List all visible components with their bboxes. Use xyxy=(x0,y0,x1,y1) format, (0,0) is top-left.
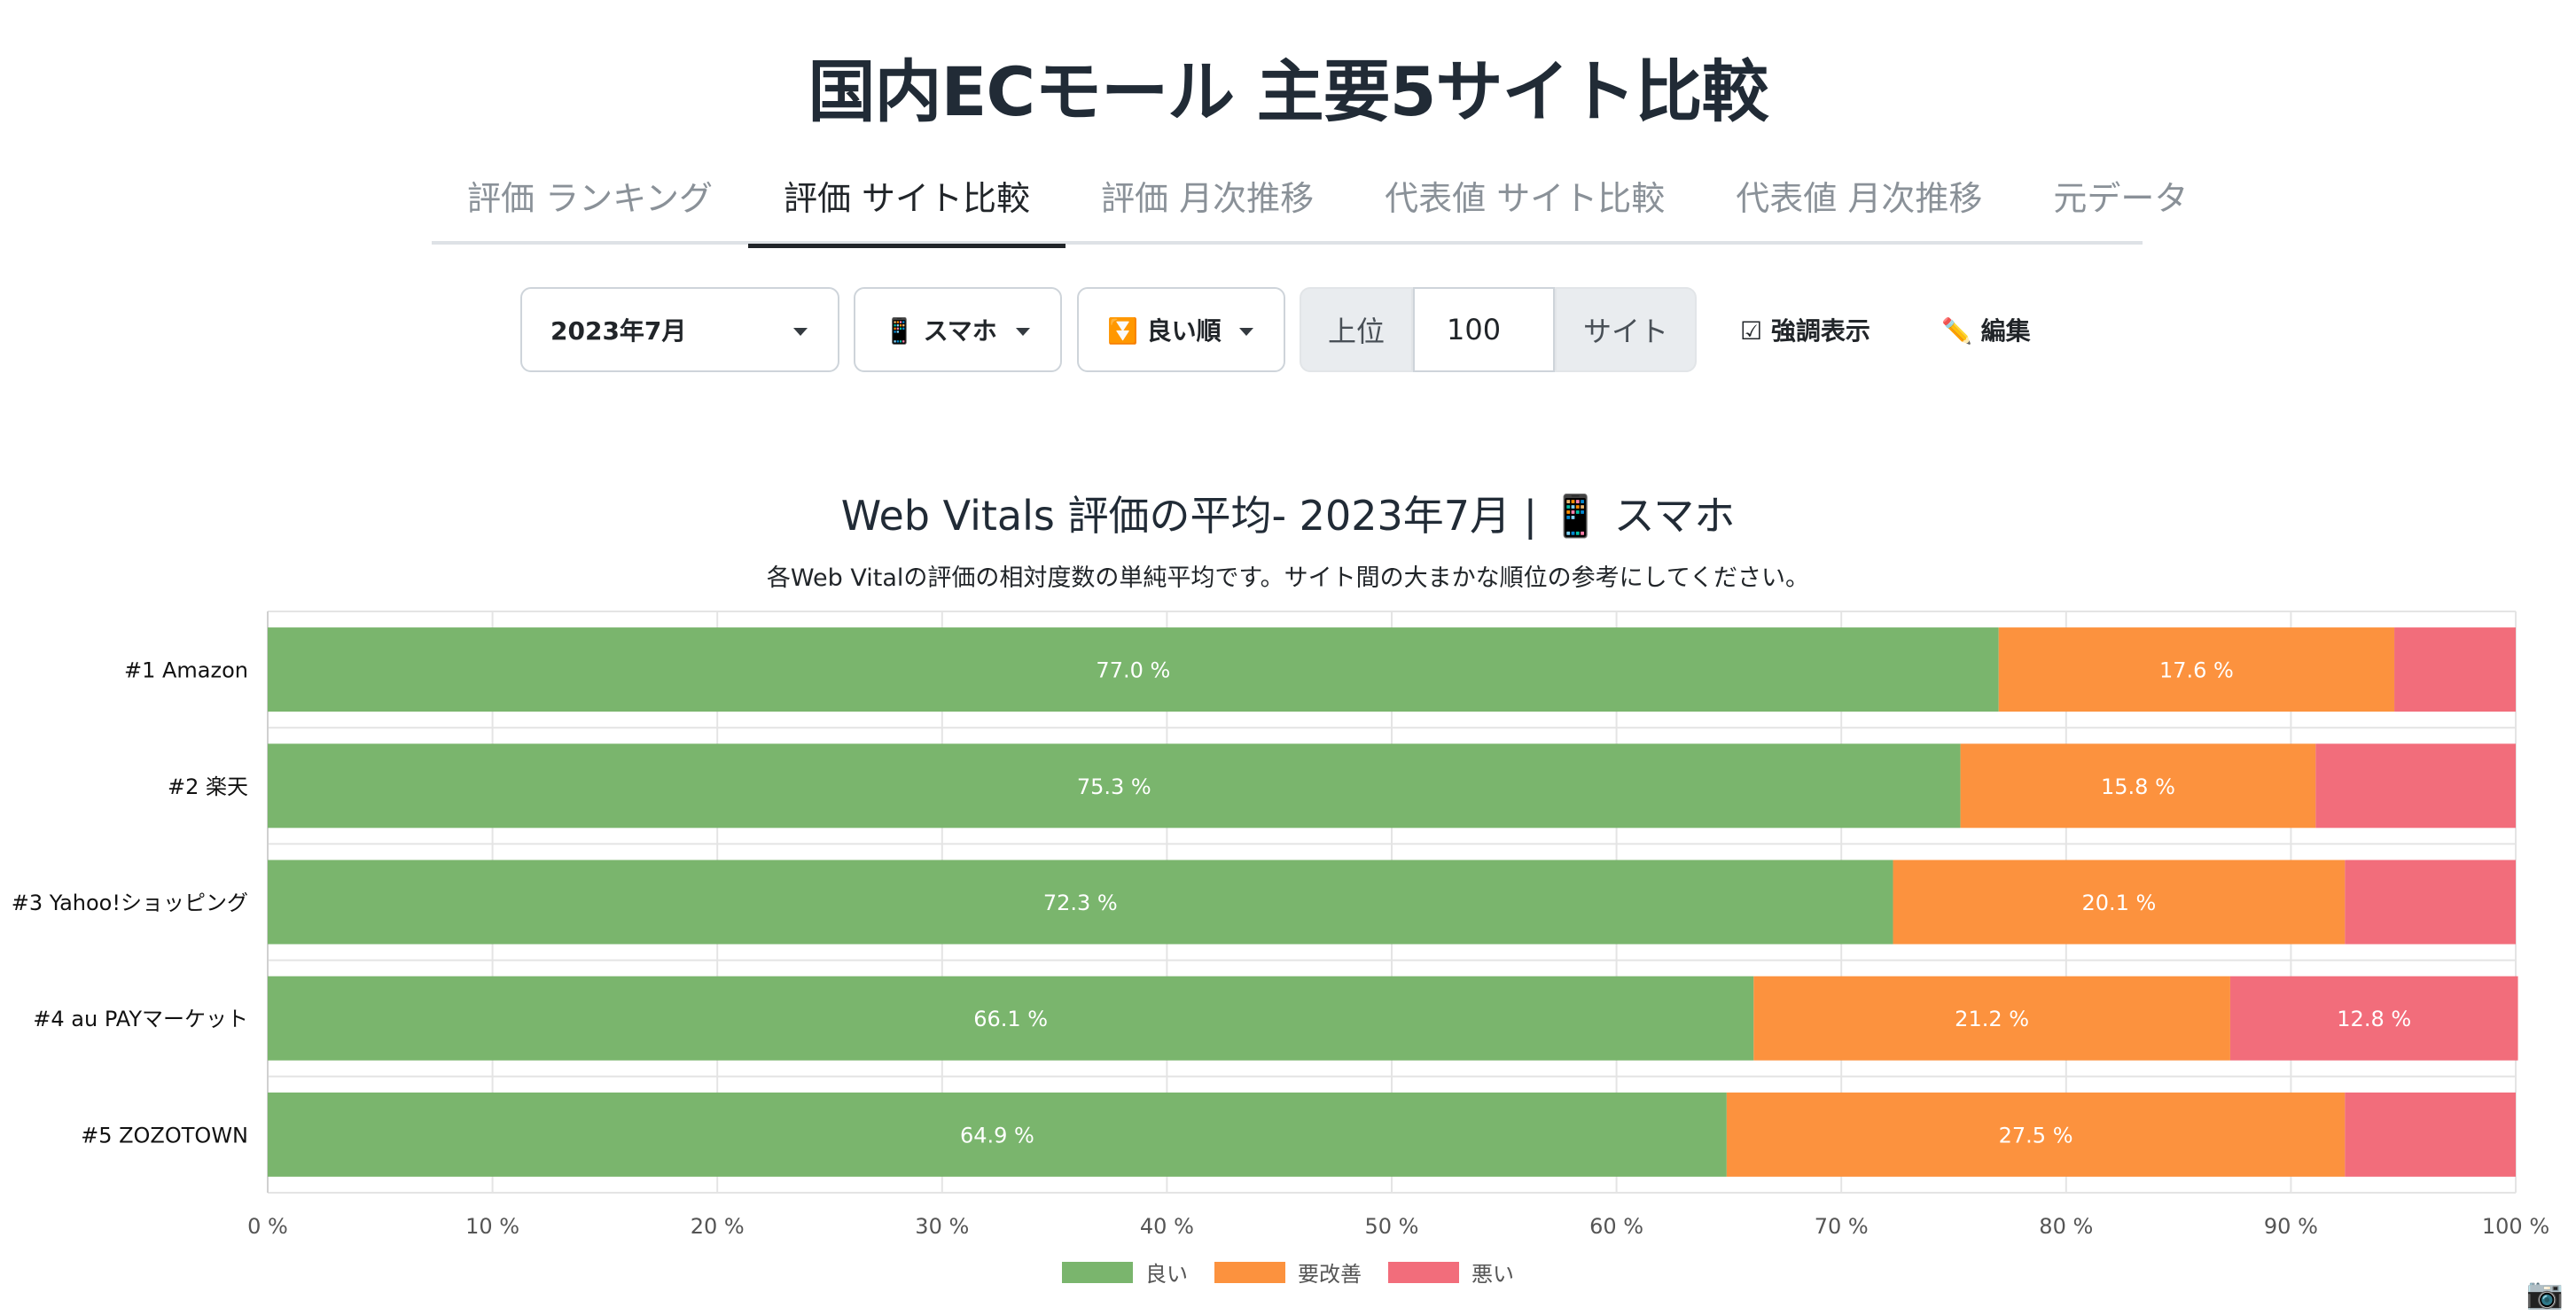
category-label: #4 au PAYマーケット xyxy=(33,1007,248,1031)
category-label: #1 Amazon xyxy=(124,658,248,683)
bar-segment xyxy=(2394,627,2516,712)
bar-data-label: 15.8 % xyxy=(2101,774,2175,799)
category-label: #2 楽天 xyxy=(168,774,248,799)
tab-representative-site-comparison[interactable]: 代表値 サイト比較 xyxy=(1385,179,1666,218)
camera-icon[interactable]: 📷 xyxy=(2525,1276,2564,1311)
bar-segment xyxy=(2345,1092,2516,1177)
legend-label: 悪い xyxy=(1471,1262,1514,1287)
bar-data-label: 12.8 % xyxy=(2337,1007,2411,1031)
sort-select-value: ⏬ 良い順 xyxy=(1107,316,1222,346)
chevron-down-icon xyxy=(793,328,808,336)
bar-segment xyxy=(268,1092,1727,1177)
bar-data-label: 66.1 % xyxy=(973,1007,1048,1031)
bar-segment xyxy=(2229,976,2518,1061)
x-tick-label: 80 % xyxy=(2039,1214,2093,1239)
x-tick-label: 100 % xyxy=(2482,1214,2549,1239)
bar-data-label: 75.3 % xyxy=(1077,774,1151,799)
edit-button[interactable]: ✏️ 編集 xyxy=(1941,316,2031,346)
bar-segment xyxy=(268,743,1961,829)
tab-source-data[interactable]: 元データ xyxy=(2053,179,2189,218)
x-tick-label: 50 % xyxy=(1365,1214,1419,1239)
legend-label: 良い xyxy=(1145,1262,1188,1287)
tab-rating-ranking[interactable]: 評価 ランキング xyxy=(467,179,713,218)
x-tick-label: 0 % xyxy=(247,1214,288,1239)
highlight-toggle[interactable]: ☑ 強調表示 xyxy=(1740,316,1870,346)
x-tick-label: 10 % xyxy=(465,1214,519,1239)
page-title: 国内ECモール 主要5サイト比較 xyxy=(808,52,1768,131)
bar-segment xyxy=(2315,743,2516,829)
x-tick-label: 40 % xyxy=(1140,1214,1194,1239)
bar-data-label: 64.9 % xyxy=(960,1123,1034,1148)
sort-select[interactable]: ⏬ 良い順 xyxy=(1077,287,1285,372)
legend-item[interactable]: 要改善 xyxy=(1214,1257,1362,1288)
category-label: #3 Yahoo!ショッピング xyxy=(12,891,248,915)
legend-item[interactable]: 悪い xyxy=(1388,1257,1514,1288)
tab-representative-monthly-trend[interactable]: 代表値 月次推移 xyxy=(1736,179,1983,218)
bar-data-label: 27.5 % xyxy=(1999,1123,2073,1148)
bar-segment xyxy=(1753,976,2230,1061)
tab-rating-site-comparison[interactable]: 評価 サイト比較 xyxy=(747,165,1066,248)
bar-segment xyxy=(1960,743,2316,829)
chart-subtitle: 各Web Vitalの評価の相対度数の単純平均です。サイト間の大まかな順位の参考… xyxy=(766,564,1810,592)
x-tick-label: 30 % xyxy=(915,1214,969,1239)
chevron-down-icon xyxy=(1016,328,1030,336)
bar-segment xyxy=(268,627,1999,712)
legend-swatch xyxy=(1388,1261,1459,1283)
tab-bar: 評価 ランキング 評価 サイト比較 評価 月次推移 代表値 サイト比較 代表値 … xyxy=(432,165,2188,248)
chart-legend: 良い 要改善 悪い xyxy=(0,1257,2576,1288)
x-tick-label: 20 % xyxy=(691,1214,745,1239)
legend-label: 要改善 xyxy=(1298,1262,1362,1287)
bar-data-label: 72.3 % xyxy=(1043,891,1118,915)
x-tick-label: 90 % xyxy=(2264,1214,2318,1239)
x-tick-label: 60 % xyxy=(1589,1214,1643,1239)
chart-title: Web Vitals 評価の平均- 2023年7月 | 📱 スマホ xyxy=(840,492,1736,540)
device-select-value: 📱 スマホ xyxy=(884,316,997,346)
top-n-prefix: 上位 xyxy=(1300,287,1413,372)
top-n-input[interactable] xyxy=(1413,287,1555,372)
bar-segment xyxy=(268,976,1754,1061)
top-n-input-group: 上位 サイト xyxy=(1300,287,1697,372)
category-label: #5 ZOZOTOWN xyxy=(81,1123,248,1148)
bar-data-label: 21.2 % xyxy=(1955,1007,2029,1031)
legend-item[interactable]: 良い xyxy=(1062,1257,1188,1288)
tab-rating-monthly-trend[interactable]: 評価 月次推移 xyxy=(1101,179,1315,218)
chevron-down-icon xyxy=(1239,328,1253,336)
bar-data-label: 17.6 % xyxy=(2159,658,2234,683)
legend-swatch xyxy=(1062,1261,1133,1283)
controls-bar: 2023年7月 📱 スマホ ⏬ 良い順 上位 サイト ☑ 強調表示 ✏️ 編集 xyxy=(0,287,2576,372)
month-select[interactable]: 2023年7月 xyxy=(520,287,839,372)
bar-segment xyxy=(1998,627,2395,712)
bar-segment xyxy=(268,860,1893,945)
x-tick-label: 70 % xyxy=(1815,1214,1869,1239)
top-n-suffix: サイト xyxy=(1555,287,1697,372)
bar-segment xyxy=(1726,1092,2346,1177)
bar-segment xyxy=(1893,860,2346,945)
stacked-bar-chart: 77.0 % 17.6 % #1 Amazon 75.3 % 15.8 % #2 楽天 72… xyxy=(12,611,2549,1239)
legend-swatch xyxy=(1214,1261,1285,1283)
device-select[interactable]: 📱 スマホ xyxy=(854,287,1062,372)
bar-segment xyxy=(2345,860,2516,945)
bar-data-label: 20.1 % xyxy=(2081,891,2156,915)
month-select-value: 2023年7月 xyxy=(550,316,687,346)
bar-data-label: 77.0 % xyxy=(1096,658,1170,683)
